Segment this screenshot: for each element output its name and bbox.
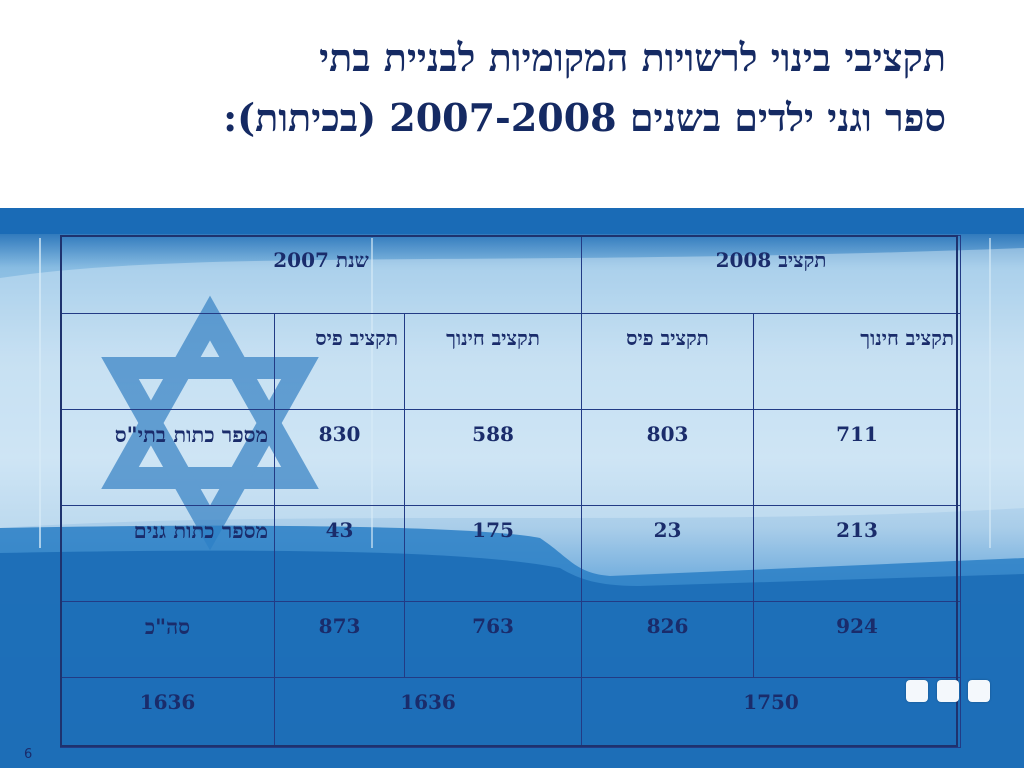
cell-value: 873: [274, 601, 406, 678]
budget-table-container: תקציב 2008 שנת 2007 תקציב חינוך תקציב פי…: [59, 235, 962, 748]
header-2007-education: תקציב חינוך: [404, 313, 583, 410]
table-row: 711 803 588 830 מספר כתות בתי"ס: [59, 409, 962, 506]
header-2008-pis: תקציב פיס: [581, 313, 755, 410]
page-number: 6: [24, 747, 33, 762]
table-row: 924 826 763 873 סה"כ: [59, 601, 962, 678]
row-label: סה"כ: [59, 601, 276, 678]
row-label: מספר כתות גנים: [59, 505, 276, 602]
nav-square-icon: [968, 680, 990, 702]
table-row: 213 23 175 43 מספר כתות גנים: [59, 505, 962, 602]
header-2008: תקציב 2008: [581, 235, 962, 314]
table-header-row-years: תקציב 2008 שנת 2007: [59, 235, 962, 314]
flag-top-stripe: [0, 208, 1024, 234]
cell-value: 23: [581, 505, 755, 602]
header-2008-education: תקציב חינוך: [753, 313, 962, 410]
budget-table: תקציב 2008 שנת 2007 תקציב חינוך תקציב פי…: [59, 235, 962, 748]
nav-square-icon: [906, 680, 928, 702]
total-2008: 1750: [581, 677, 962, 748]
slide-title-line-2: ספר וגני ילדים בשנים 2007-2008 (בכיתות):: [223, 95, 946, 140]
cell-value: 213: [753, 505, 962, 602]
cell-value: 763: [404, 601, 583, 678]
total-2007: 1636: [274, 677, 583, 748]
slide-title-line-1: תקציבי בינוי לרשויות המקומיות לבניית בתי: [319, 35, 946, 80]
cell-value: 43: [274, 505, 406, 602]
cell-value: 826: [581, 601, 755, 678]
header-row-label: [59, 313, 276, 410]
table-header-row-budgets: תקציב חינוך תקציב פיס תקציב חינוך תקציב …: [59, 313, 962, 410]
row-label: מספר כתות בתי"ס: [59, 409, 276, 506]
nav-square-icon: [937, 680, 959, 702]
cell-value: 588: [404, 409, 583, 506]
cell-value: 830: [274, 409, 406, 506]
table-totals-row: 1750 1636 1636: [59, 677, 962, 748]
header-2007: שנת 2007: [59, 235, 583, 314]
cell-value: 711: [753, 409, 962, 506]
cell-value: 924: [753, 601, 962, 678]
total-all: 1636: [59, 677, 276, 748]
cell-value: 803: [581, 409, 755, 506]
slide-title: תקציבי בינוי לרשויות המקומיות לבניית בתי…: [40, 28, 946, 148]
cell-value: 175: [404, 505, 583, 602]
header-2007-pis: תקציב פיס: [274, 313, 406, 410]
